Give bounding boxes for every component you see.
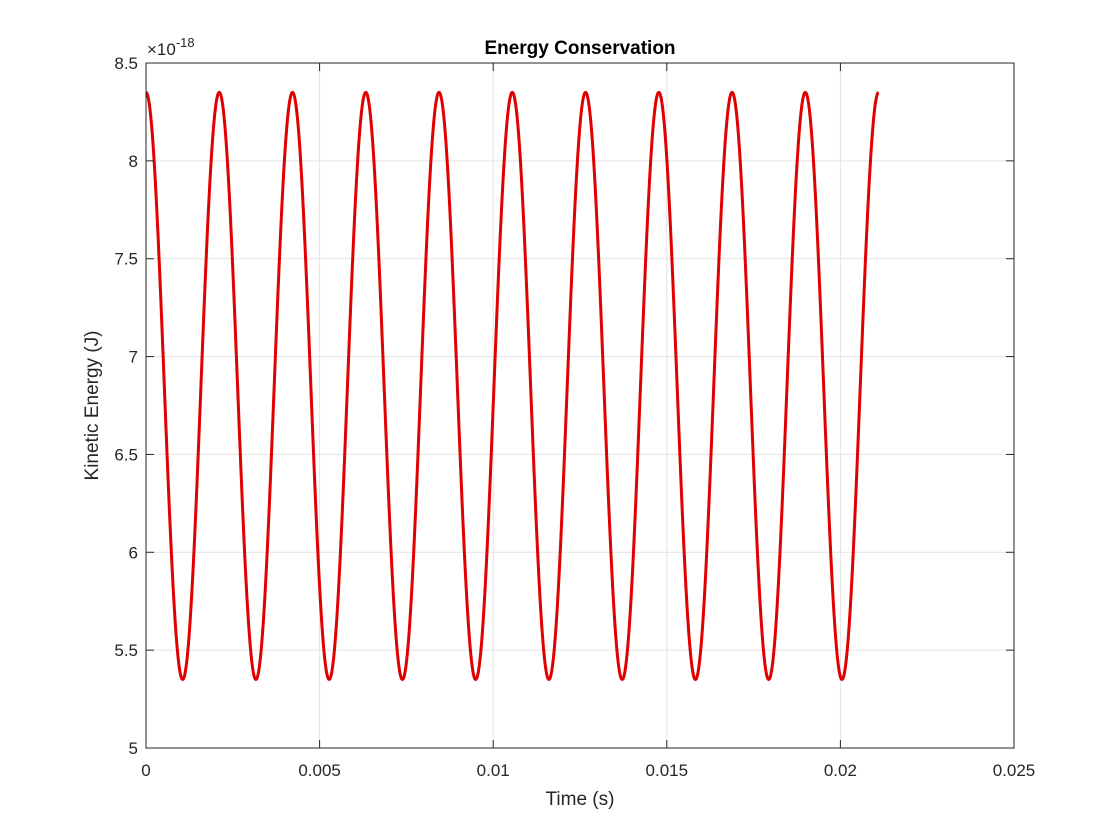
y-tick-label: 8.5 [114,54,138,73]
ticks: 0 0.005 0.01 0.015 0.02 0.025 5 5.5 6 6.5 7 7.5 8 8.5 [114,54,1035,780]
x-tick-label: 0 [141,761,150,780]
y-tick-label: 7.5 [114,250,138,269]
y-tick-label: 6 [129,543,138,562]
x-tick-label: 0.01 [477,761,510,780]
series-line [145,90,880,681]
axes-frame [145,62,1015,749]
x-tick-label: 0.02 [824,761,857,780]
y-axis-exponent: ×10-18 [147,35,195,59]
x-tick-label: 0.025 [993,761,1036,780]
x-axis-label: Time (s) [546,789,615,810]
chart-title: Energy Conservation [484,38,675,59]
x-tick-label: 0.005 [298,761,341,780]
series-layer [145,90,880,681]
y-tick-label: 7 [129,348,138,367]
y-tick-label: 5 [129,739,138,758]
x-tick-label: 0.015 [646,761,689,780]
y-tick-label: 8 [129,152,138,171]
y-axis-exponent-power: -18 [176,35,195,50]
y-tick-label: 5.5 [114,641,138,660]
y-tick-label: 6.5 [114,445,138,464]
y-axis-label: Kinetic Energy (J) [82,331,103,481]
y-axis-exponent-base: ×10 [147,40,176,59]
